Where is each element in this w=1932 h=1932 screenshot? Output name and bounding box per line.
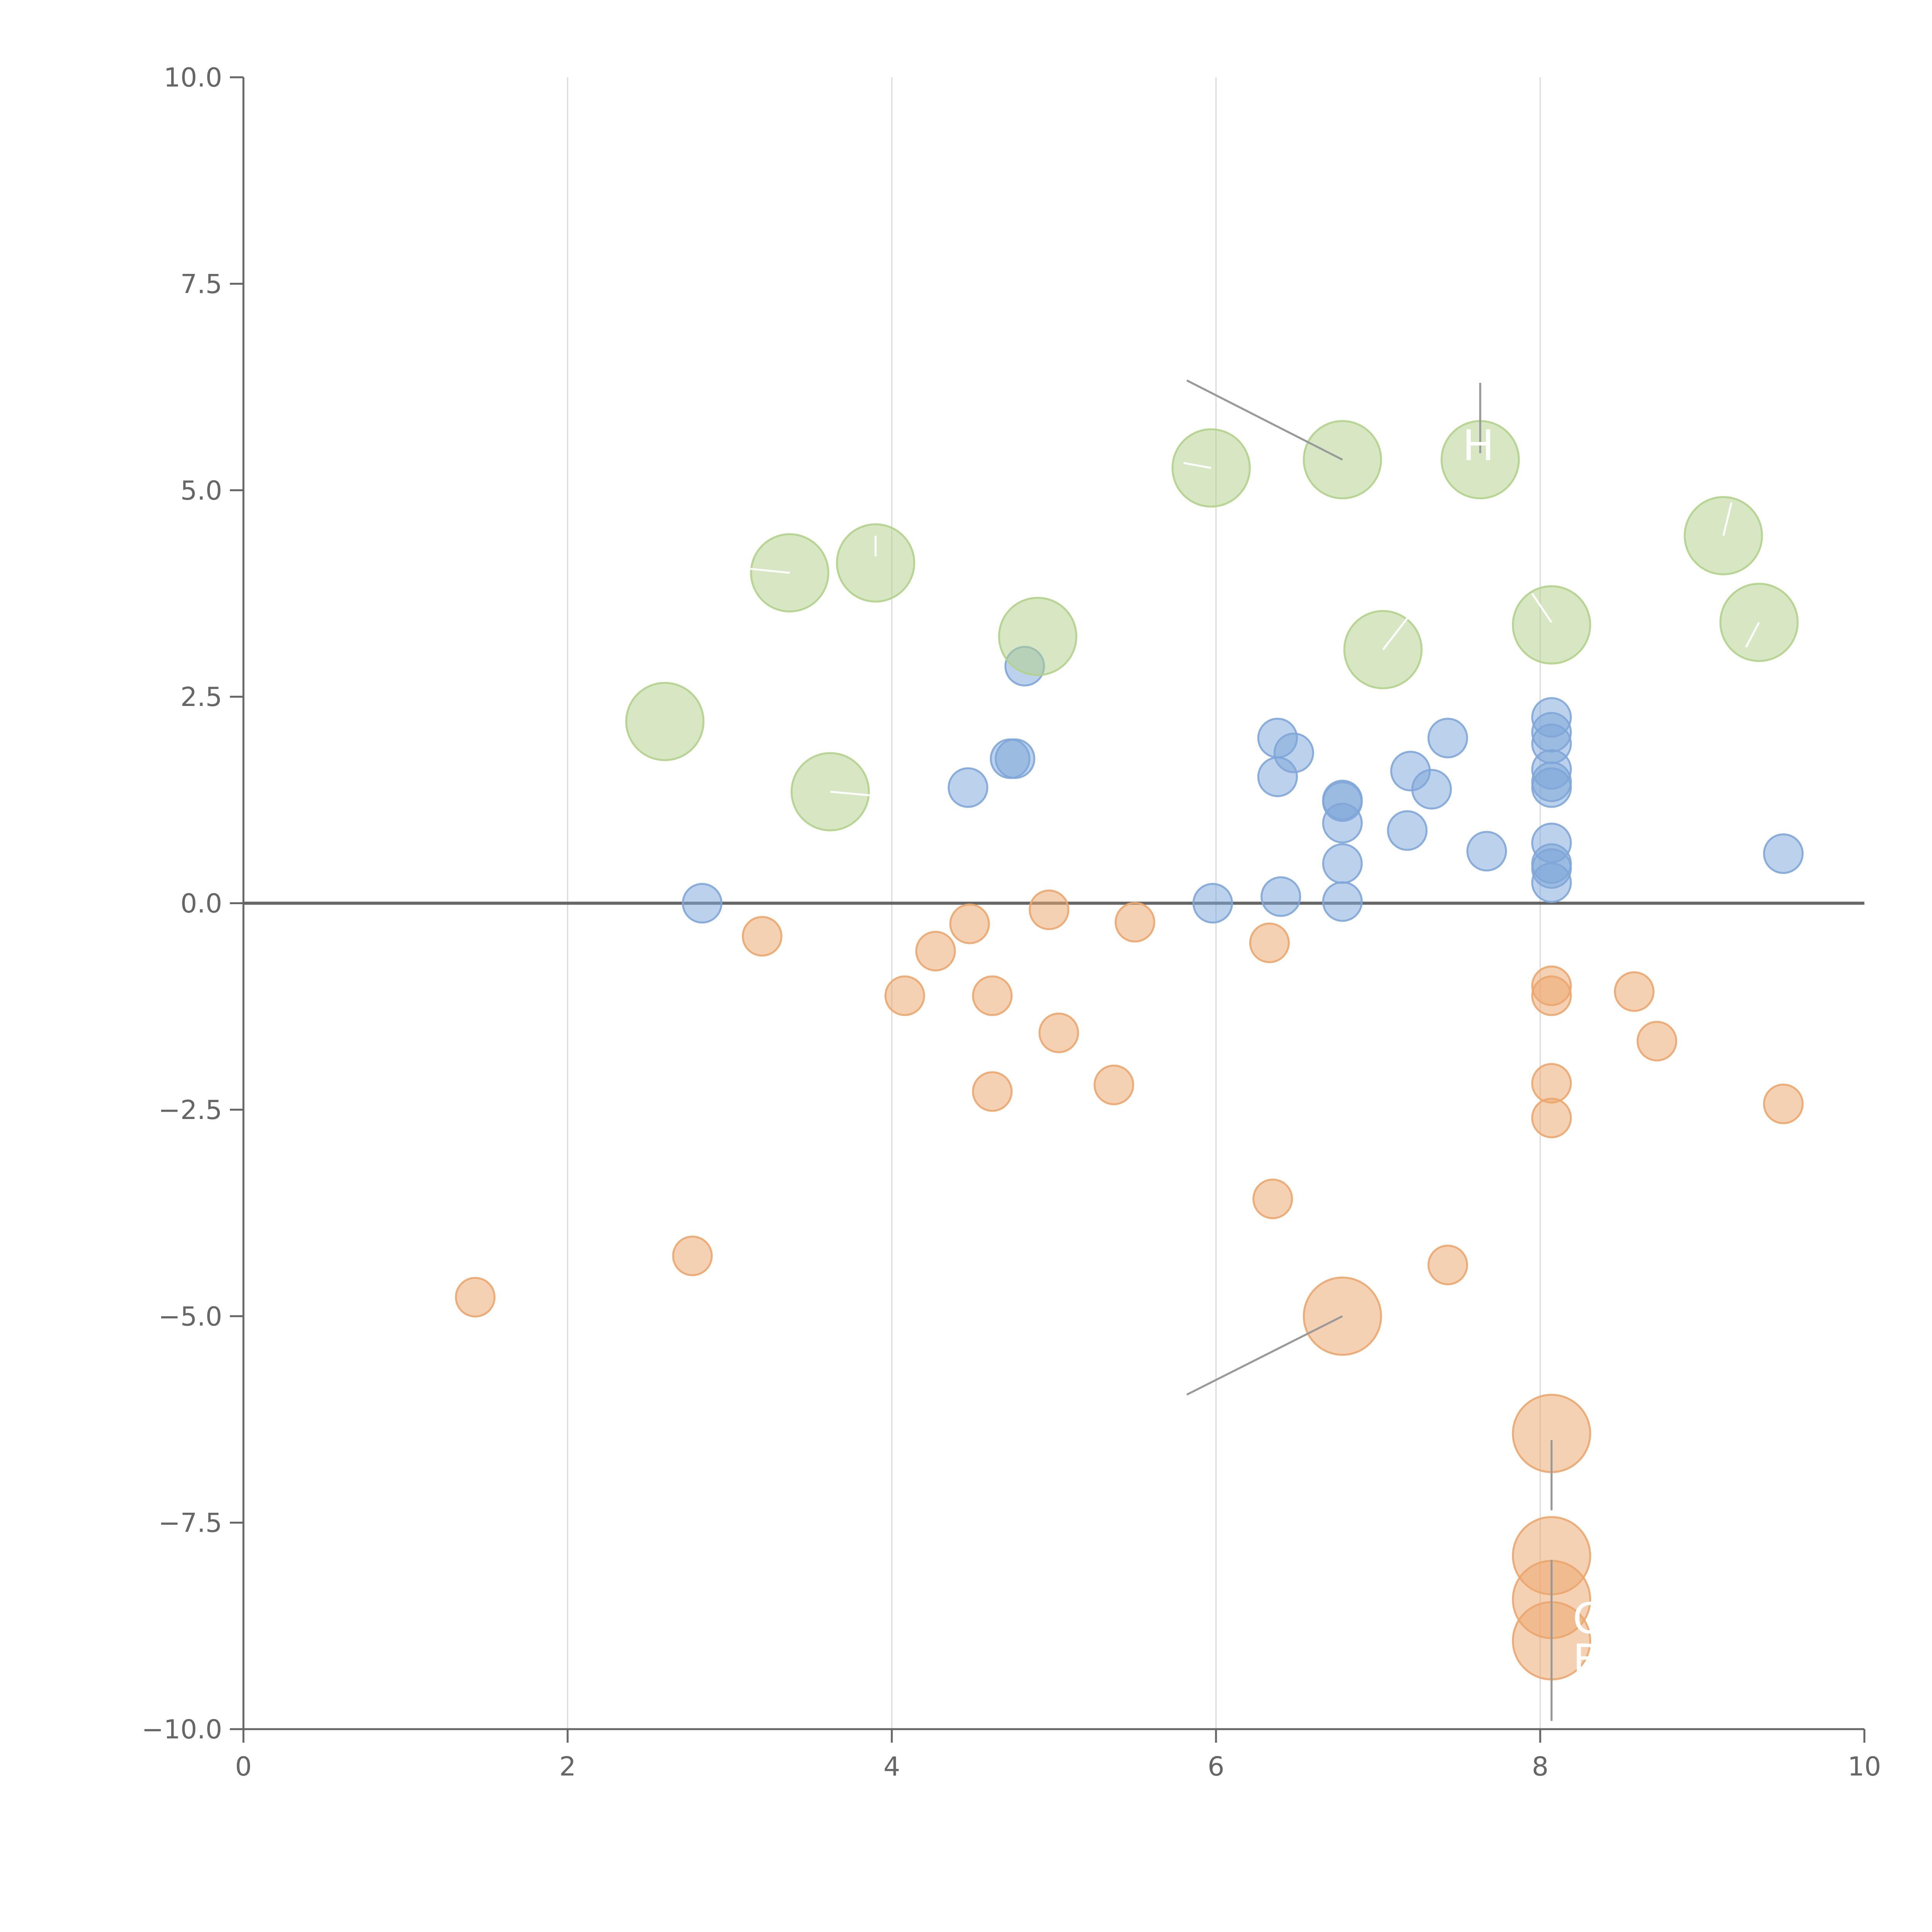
data-point-orange xyxy=(1094,1065,1134,1105)
data-point-orange xyxy=(1114,902,1155,943)
data-point-green xyxy=(998,597,1078,676)
leader-line-overlay xyxy=(1722,502,1733,536)
data-point-blue xyxy=(1427,718,1468,759)
data-point-orange xyxy=(884,975,925,1016)
data-point-orange xyxy=(1531,975,1572,1016)
data-point-blue xyxy=(1531,862,1572,903)
data-point-blue xyxy=(1531,767,1572,808)
data-point-orange xyxy=(972,1071,1013,1112)
leader-line-overlay xyxy=(1186,379,1343,461)
data-point-green xyxy=(836,523,915,603)
data-point-orange xyxy=(672,1235,713,1276)
leader-line-overlay xyxy=(1745,622,1760,648)
data-point-orange xyxy=(1249,922,1290,963)
x-tick-label: 6 xyxy=(1208,1752,1224,1782)
data-point-blue xyxy=(1322,881,1363,922)
data-point-orange xyxy=(1636,1020,1677,1061)
data-point-orange xyxy=(1763,1083,1804,1124)
y-tick-label: 10.0 xyxy=(164,63,222,93)
x-tick-label: 10 xyxy=(1848,1752,1881,1782)
leader-line-overlay xyxy=(1183,462,1211,469)
y-tick-label: 5.0 xyxy=(180,476,222,506)
labels-layer: A H CB xyxy=(749,379,1760,1721)
data-point-blue xyxy=(1192,883,1233,923)
data-point-orange xyxy=(1252,1179,1293,1219)
leader-line-overlay xyxy=(749,568,790,574)
data-point-blue xyxy=(1273,732,1314,773)
data-point-green xyxy=(625,682,705,761)
leader-line-overlay xyxy=(830,791,876,797)
x-tick-label: 8 xyxy=(1532,1752,1548,1782)
data-point-orange xyxy=(1029,889,1070,930)
data-point-orange xyxy=(1427,1245,1468,1286)
data-point-blue xyxy=(1387,810,1428,851)
data-point-blue xyxy=(1763,833,1804,874)
data-point-blue xyxy=(1260,876,1301,917)
y-tick-label: −10.0 xyxy=(142,1714,222,1745)
point-label: B xyxy=(1573,1635,1602,1684)
data-point-orange xyxy=(1038,1012,1079,1053)
data-point-orange xyxy=(915,930,956,971)
data-point-orange xyxy=(1614,971,1655,1012)
data-point-blue xyxy=(1322,843,1363,884)
points-layer xyxy=(455,420,1804,1680)
data-point-blue xyxy=(947,767,988,808)
axes-layer: 0 2 4 6 8 10 10.0 7.5 5.0 2.5 0.0 −2.5 −5.0 −7.5 −10.0 xyxy=(142,63,1881,1782)
data-point-orange xyxy=(1531,1063,1572,1104)
point-label: C xyxy=(1573,1594,1602,1643)
leader-line-overlay xyxy=(1382,617,1408,650)
data-point-orange xyxy=(455,1277,496,1318)
y-tick-label: 7.5 xyxy=(180,269,222,299)
data-point-green xyxy=(1512,585,1591,665)
leader-line-overlay xyxy=(1186,1315,1343,1396)
data-point-orange xyxy=(949,903,990,944)
data-point-orange xyxy=(742,916,782,957)
x-tick-label: 2 xyxy=(559,1752,576,1782)
y-tick-label: 2.5 xyxy=(180,682,222,713)
data-point-blue xyxy=(1322,803,1363,844)
point-label: A xyxy=(1394,421,1423,470)
data-point-blue xyxy=(682,883,723,923)
data-point-orange xyxy=(972,975,1013,1016)
y-tick-label: −7.5 xyxy=(158,1508,222,1539)
y-tick-label: 0.0 xyxy=(180,889,222,919)
x-tick-label: 4 xyxy=(883,1752,900,1782)
y-tick-label: −5.0 xyxy=(158,1301,222,1332)
data-point-blue xyxy=(995,738,1036,779)
x-tick-label: 0 xyxy=(235,1752,252,1782)
data-point-orange xyxy=(1531,1097,1572,1138)
point-label: H xyxy=(1463,421,1495,470)
leader-line-overlay xyxy=(1531,593,1553,623)
data-point-blue xyxy=(1466,831,1507,872)
data-point-blue xyxy=(1411,769,1452,810)
y-tick-label: −2.5 xyxy=(158,1095,222,1126)
